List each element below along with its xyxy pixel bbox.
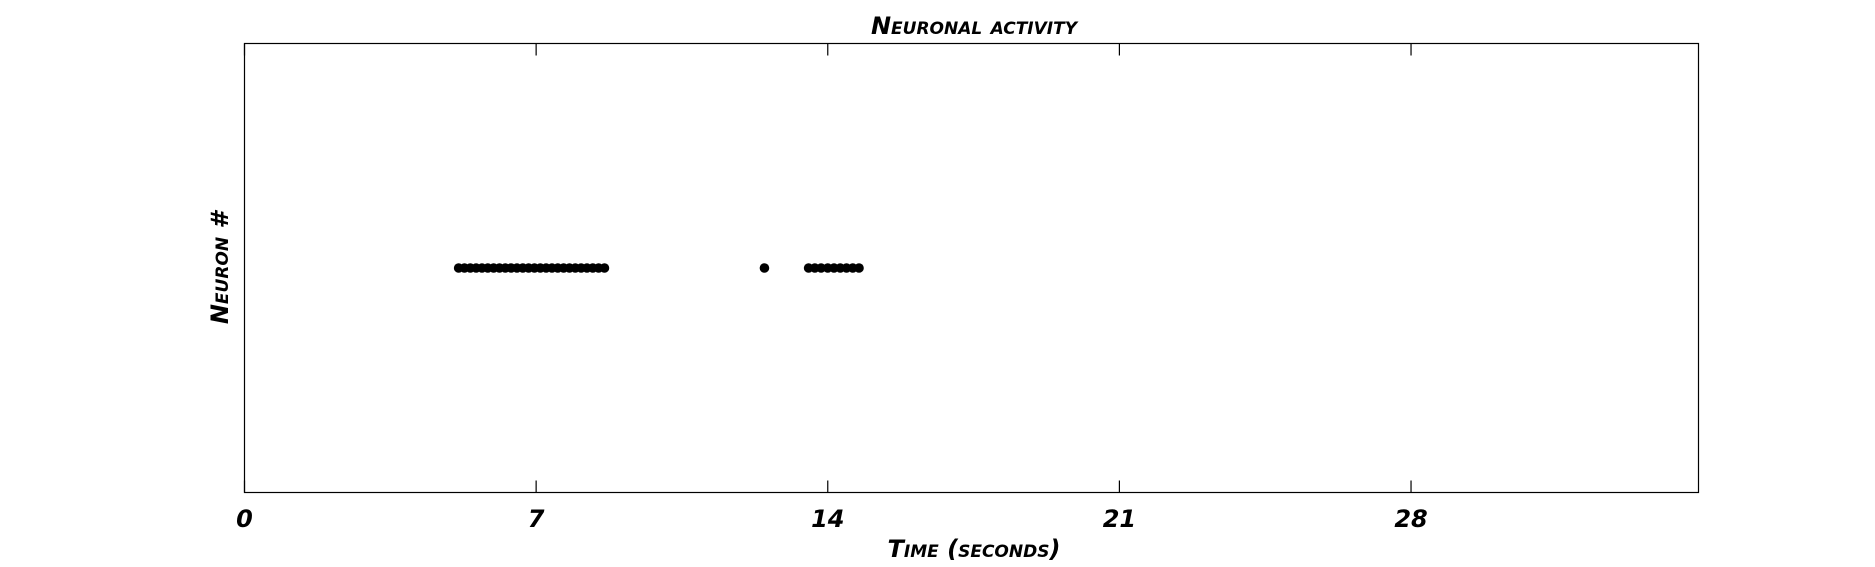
spike-points [453,263,864,273]
x-tick-label: 14 [811,505,844,533]
x-axis-tick-labels: 0 7 14 21 28 [236,505,1428,533]
x-tick-label: 7 [528,505,545,533]
spike-point [816,263,826,273]
x-tick-label: 28 [1394,505,1427,533]
spike-point [854,263,864,273]
x-axis-ticks [243,43,1412,493]
x-tick-label: 0 [236,505,253,533]
x-axis-label: Time (seconds) [888,535,1061,563]
spike-point [759,263,770,273]
y-axis-label: Neuron # [206,210,234,325]
spike-point [599,263,610,273]
chart-title: Neuronal activity [871,12,1079,40]
x-tick-label: 21 [1103,505,1136,533]
plot-frame [243,42,1700,494]
